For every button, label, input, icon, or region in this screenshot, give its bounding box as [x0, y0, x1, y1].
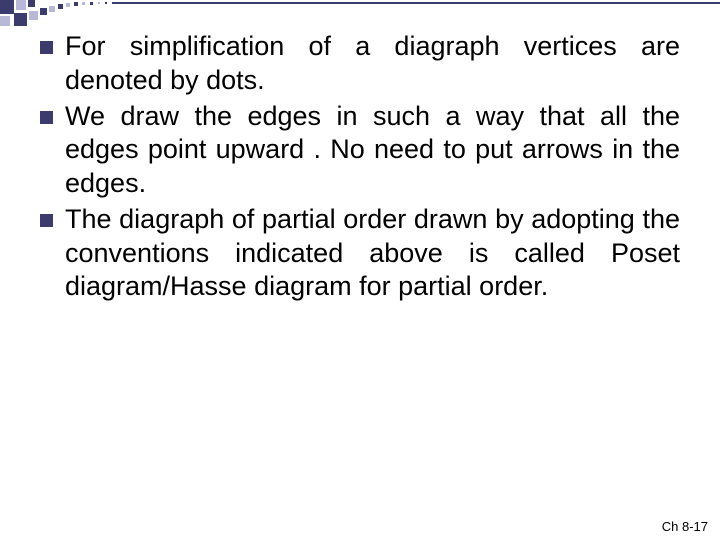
- list-item: We draw the edges in such a way that all…: [40, 100, 680, 201]
- slide-footer: Ch 8-17: [662, 519, 708, 534]
- bullet-text: We draw the edges in such a way that all…: [65, 100, 680, 201]
- list-item: For simplification of a diagraph vertice…: [40, 30, 680, 98]
- bullet-icon: [40, 214, 53, 227]
- slide-content: For simplification of a diagraph vertice…: [40, 30, 680, 306]
- corner-decoration: [0, 0, 120, 30]
- bullet-text: The diagraph of partial order drawn by a…: [65, 203, 680, 304]
- top-border: [112, 2, 720, 4]
- bullet-text: For simplification of a diagraph vertice…: [65, 30, 680, 98]
- bullet-icon: [40, 111, 53, 124]
- bullet-icon: [40, 41, 53, 54]
- list-item: The diagraph of partial order drawn by a…: [40, 203, 680, 304]
